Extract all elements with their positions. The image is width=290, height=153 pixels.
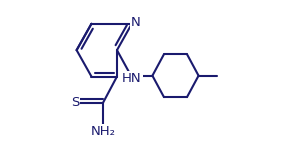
Text: S: S xyxy=(71,96,79,109)
Text: N: N xyxy=(131,16,141,29)
Text: NH₂: NH₂ xyxy=(90,125,115,138)
Text: HN: HN xyxy=(122,72,142,85)
